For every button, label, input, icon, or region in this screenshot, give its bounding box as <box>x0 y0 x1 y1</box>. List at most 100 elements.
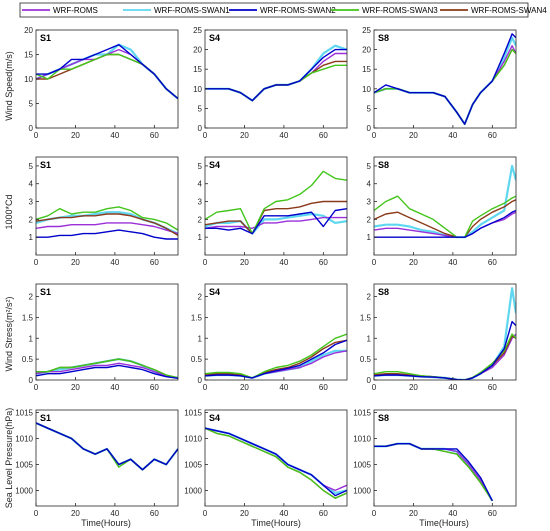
y-tick-label: 1015 <box>184 409 202 418</box>
axes-frame <box>204 283 348 381</box>
panel-s4-row1: 0 20 40 60 1 2 3 4 5 S4 <box>198 156 348 267</box>
x-tick-label: 40 <box>110 258 119 267</box>
y-tick-label: 5 <box>198 104 203 113</box>
series-line-wrf-roms-swan3 <box>205 427 347 499</box>
x-tick-label: 60 <box>488 383 497 392</box>
station-label: S4 <box>209 287 220 297</box>
x-tick-label: 60 <box>319 383 328 392</box>
station-label: S8 <box>378 413 389 423</box>
x-tick-label: 20 <box>71 383 80 392</box>
y-tick-label: 0.5 <box>191 355 203 364</box>
y-tick-label: 1000 <box>184 486 202 495</box>
x-tick-label: 0 <box>203 258 208 267</box>
y-tick-label: 0 <box>29 124 34 133</box>
series-line-wrf-roms-swan2 <box>374 443 493 502</box>
series-line-wrf-roms-swan2 <box>36 229 178 240</box>
x-tick-label: 20 <box>240 131 249 140</box>
series-line-wrf-roms-swan2 <box>205 48 347 102</box>
x-tick-label: 40 <box>448 131 457 140</box>
x-tick-label: 20 <box>240 258 249 267</box>
series-lines <box>36 421 178 471</box>
series-line-wrf-roms-swan3 <box>36 206 178 231</box>
y-tick-label: 2 <box>198 215 203 224</box>
x-tick-label: 20 <box>409 383 418 392</box>
y-tick-label: 15 <box>193 65 202 74</box>
series-line-wrf-roms-swan2 <box>36 422 178 471</box>
series-lines <box>205 44 347 102</box>
series-line-wrf-roms-swan3 <box>205 170 347 235</box>
x-tick-label: 0 <box>34 131 39 140</box>
y-tick-label: 1 <box>367 334 372 343</box>
series-line-wrf-roms-swan4 <box>205 339 347 379</box>
y-tick-label: 15 <box>362 65 371 74</box>
y-tick-label: 10 <box>193 85 202 94</box>
x-tick-label: 60 <box>488 258 497 267</box>
axes-frame <box>373 283 517 381</box>
y-axis-label-pressure: Sea Level Pressure(hPa) <box>4 408 14 509</box>
x-tick-label: 60 <box>319 258 328 267</box>
series-lines <box>374 442 494 502</box>
y-tick-label: 25 <box>362 26 371 35</box>
series-line-wrf-roms <box>36 362 178 379</box>
y-tick-label: 2 <box>367 215 372 224</box>
y-tick-label: 2 <box>29 215 34 224</box>
series-lines <box>205 427 347 499</box>
y-tick-label: 1010 <box>15 435 33 444</box>
y-tick-label: 2 <box>367 293 372 302</box>
legend-frame <box>19 2 529 18</box>
series-lines <box>374 33 516 126</box>
x-tick-label: 60 <box>150 509 159 518</box>
legend-label: WRF-ROMS-SWAN3 <box>362 6 438 15</box>
y-tick-label: 1015 <box>15 409 33 418</box>
series-line-wrf-roms-swan3 <box>36 358 178 379</box>
series-line-wrf-roms-swan2 <box>205 427 347 497</box>
panel-s8-row0: 0 20 40 60 0 5 10 15 20 25 S8 <box>362 26 517 140</box>
y-tick-label: 10 <box>24 75 33 84</box>
station-label: S1 <box>40 33 51 43</box>
axes-frame <box>373 409 517 507</box>
x-tick-label: 20 <box>71 509 80 518</box>
x-tick-label: 0 <box>372 258 377 267</box>
y-tick-label: 4 <box>29 180 34 189</box>
y-tick-label: 10 <box>362 85 371 94</box>
x-tick-label: 20 <box>71 258 80 267</box>
x-tick-label: 0 <box>203 509 208 518</box>
x-axis-label-col2: Time(Hours) <box>251 518 301 528</box>
x-tick-label: 20 <box>71 131 80 140</box>
y-axis-label-cd: 1000*Cd <box>4 194 14 229</box>
plot-area <box>205 30 347 128</box>
y-tick-label: 5 <box>367 162 372 171</box>
x-tick-label: 20 <box>409 509 418 518</box>
series-line-wrf-roms-swan2 <box>205 208 347 235</box>
x-tick-label: 60 <box>319 131 328 140</box>
x-tick-label: 20 <box>409 131 418 140</box>
y-tick-label: 3 <box>198 198 203 207</box>
x-tick-label: 0 <box>34 509 39 518</box>
series-lines <box>205 333 347 379</box>
y-tick-label: 1.5 <box>191 313 203 322</box>
series-line-wrf-roms-swan2 <box>374 33 516 125</box>
y-axis-label-wind-speed: Wind Speed(m/s) <box>4 51 14 121</box>
plot-area <box>374 410 516 506</box>
y-tick-label: 0 <box>367 376 372 385</box>
series-line-wrf-roms-swan4 <box>205 200 347 235</box>
y-tick-label: 2 <box>198 293 203 302</box>
x-axis-label-col3: Time(Hours) <box>419 518 469 528</box>
x-tick-label: 40 <box>110 131 119 140</box>
y-tick-label: 5 <box>367 104 372 113</box>
x-tick-label: 0 <box>203 383 208 392</box>
y-tick-label: 1005 <box>15 460 33 469</box>
y-tick-label: 5 <box>29 162 34 171</box>
panel-s8-row3: 0 20 40 60 1000 1005 1010 1015 S8 <box>353 409 517 518</box>
y-tick-label: 1000 <box>15 486 33 495</box>
axes-frame <box>204 409 348 507</box>
legend-label: WRF-ROMS-SWAN2 <box>260 6 336 15</box>
plot-area <box>36 410 178 506</box>
station-label: S8 <box>378 287 389 297</box>
x-tick-label: 40 <box>448 383 457 392</box>
x-axis-label-col1: Time(Hours) <box>81 518 131 528</box>
series-lines <box>374 164 516 239</box>
legend-entry: WRF-ROMS-SWAN1 <box>123 6 230 15</box>
series-line-wrf-roms-swan1 <box>205 212 347 235</box>
y-tick-label: 5 <box>198 162 203 171</box>
